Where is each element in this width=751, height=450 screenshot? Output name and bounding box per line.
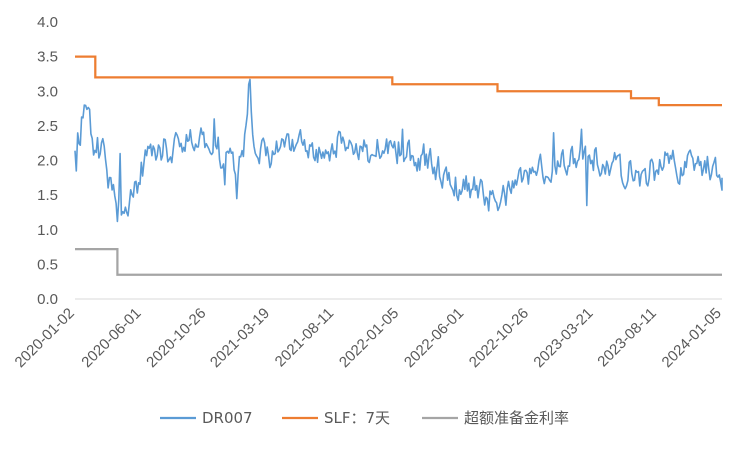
y-tick-label: 1.5 (37, 187, 58, 204)
y-tick-label: 3.0 (37, 83, 58, 100)
x-tick-label: 2024-01-05 (659, 305, 725, 371)
x-tick-label: 2023-08-11 (594, 305, 659, 370)
legend-label: DR007 (202, 409, 253, 427)
y-tick-label: 3.5 (37, 49, 58, 66)
x-tick-label: 2020-06-01 (78, 305, 144, 371)
x-tick-label: 2023-03-21 (530, 305, 596, 371)
x-tick-label: 2022-01-05 (336, 305, 402, 371)
y-tick-label: 0.0 (37, 291, 58, 308)
y-tick-label: 2.5 (37, 118, 58, 135)
legend-label: SLF：7天 (324, 409, 390, 427)
series-line-excess-reserve-rate (75, 247, 722, 276)
series-line-dr007 (74, 78, 723, 223)
x-tick-label: 2020-01-02 (12, 305, 78, 371)
series-line-slf-7d (75, 55, 722, 107)
legend-item-dr007: DR007 (160, 409, 253, 427)
y-tick-label: 1.0 (37, 222, 58, 239)
x-tick-label: 2022-10-26 (466, 305, 532, 371)
x-tick-label: 2021-03-19 (207, 305, 273, 371)
y-tick-label: 4.0 (37, 14, 58, 31)
legend-item-slf-7d: SLF：7天 (282, 409, 390, 427)
x-tick-label: 2022-06-01 (401, 305, 467, 371)
x-tick-label: 2020-10-26 (143, 305, 209, 371)
series-layer (74, 55, 723, 276)
legend-item-excess-reserve-rate: 超额准备金利率 (422, 409, 569, 427)
x-axis: 2020-01-02 2020-06-012020-10-262021-03-19… (12, 305, 725, 371)
y-tick-label: 2.0 (37, 153, 58, 170)
legend-label: 超额准备金利率 (464, 409, 569, 427)
y-axis: 0.0 0.5 1.0 1.5 2.0 2.5 3.0 3.5 4.0 (37, 14, 58, 308)
legend: DR007 SLF：7天 超额准备金利率 (160, 409, 569, 427)
x-tick-label: 2021-08-11 (272, 305, 337, 370)
y-tick-label: 0.5 (37, 256, 58, 273)
